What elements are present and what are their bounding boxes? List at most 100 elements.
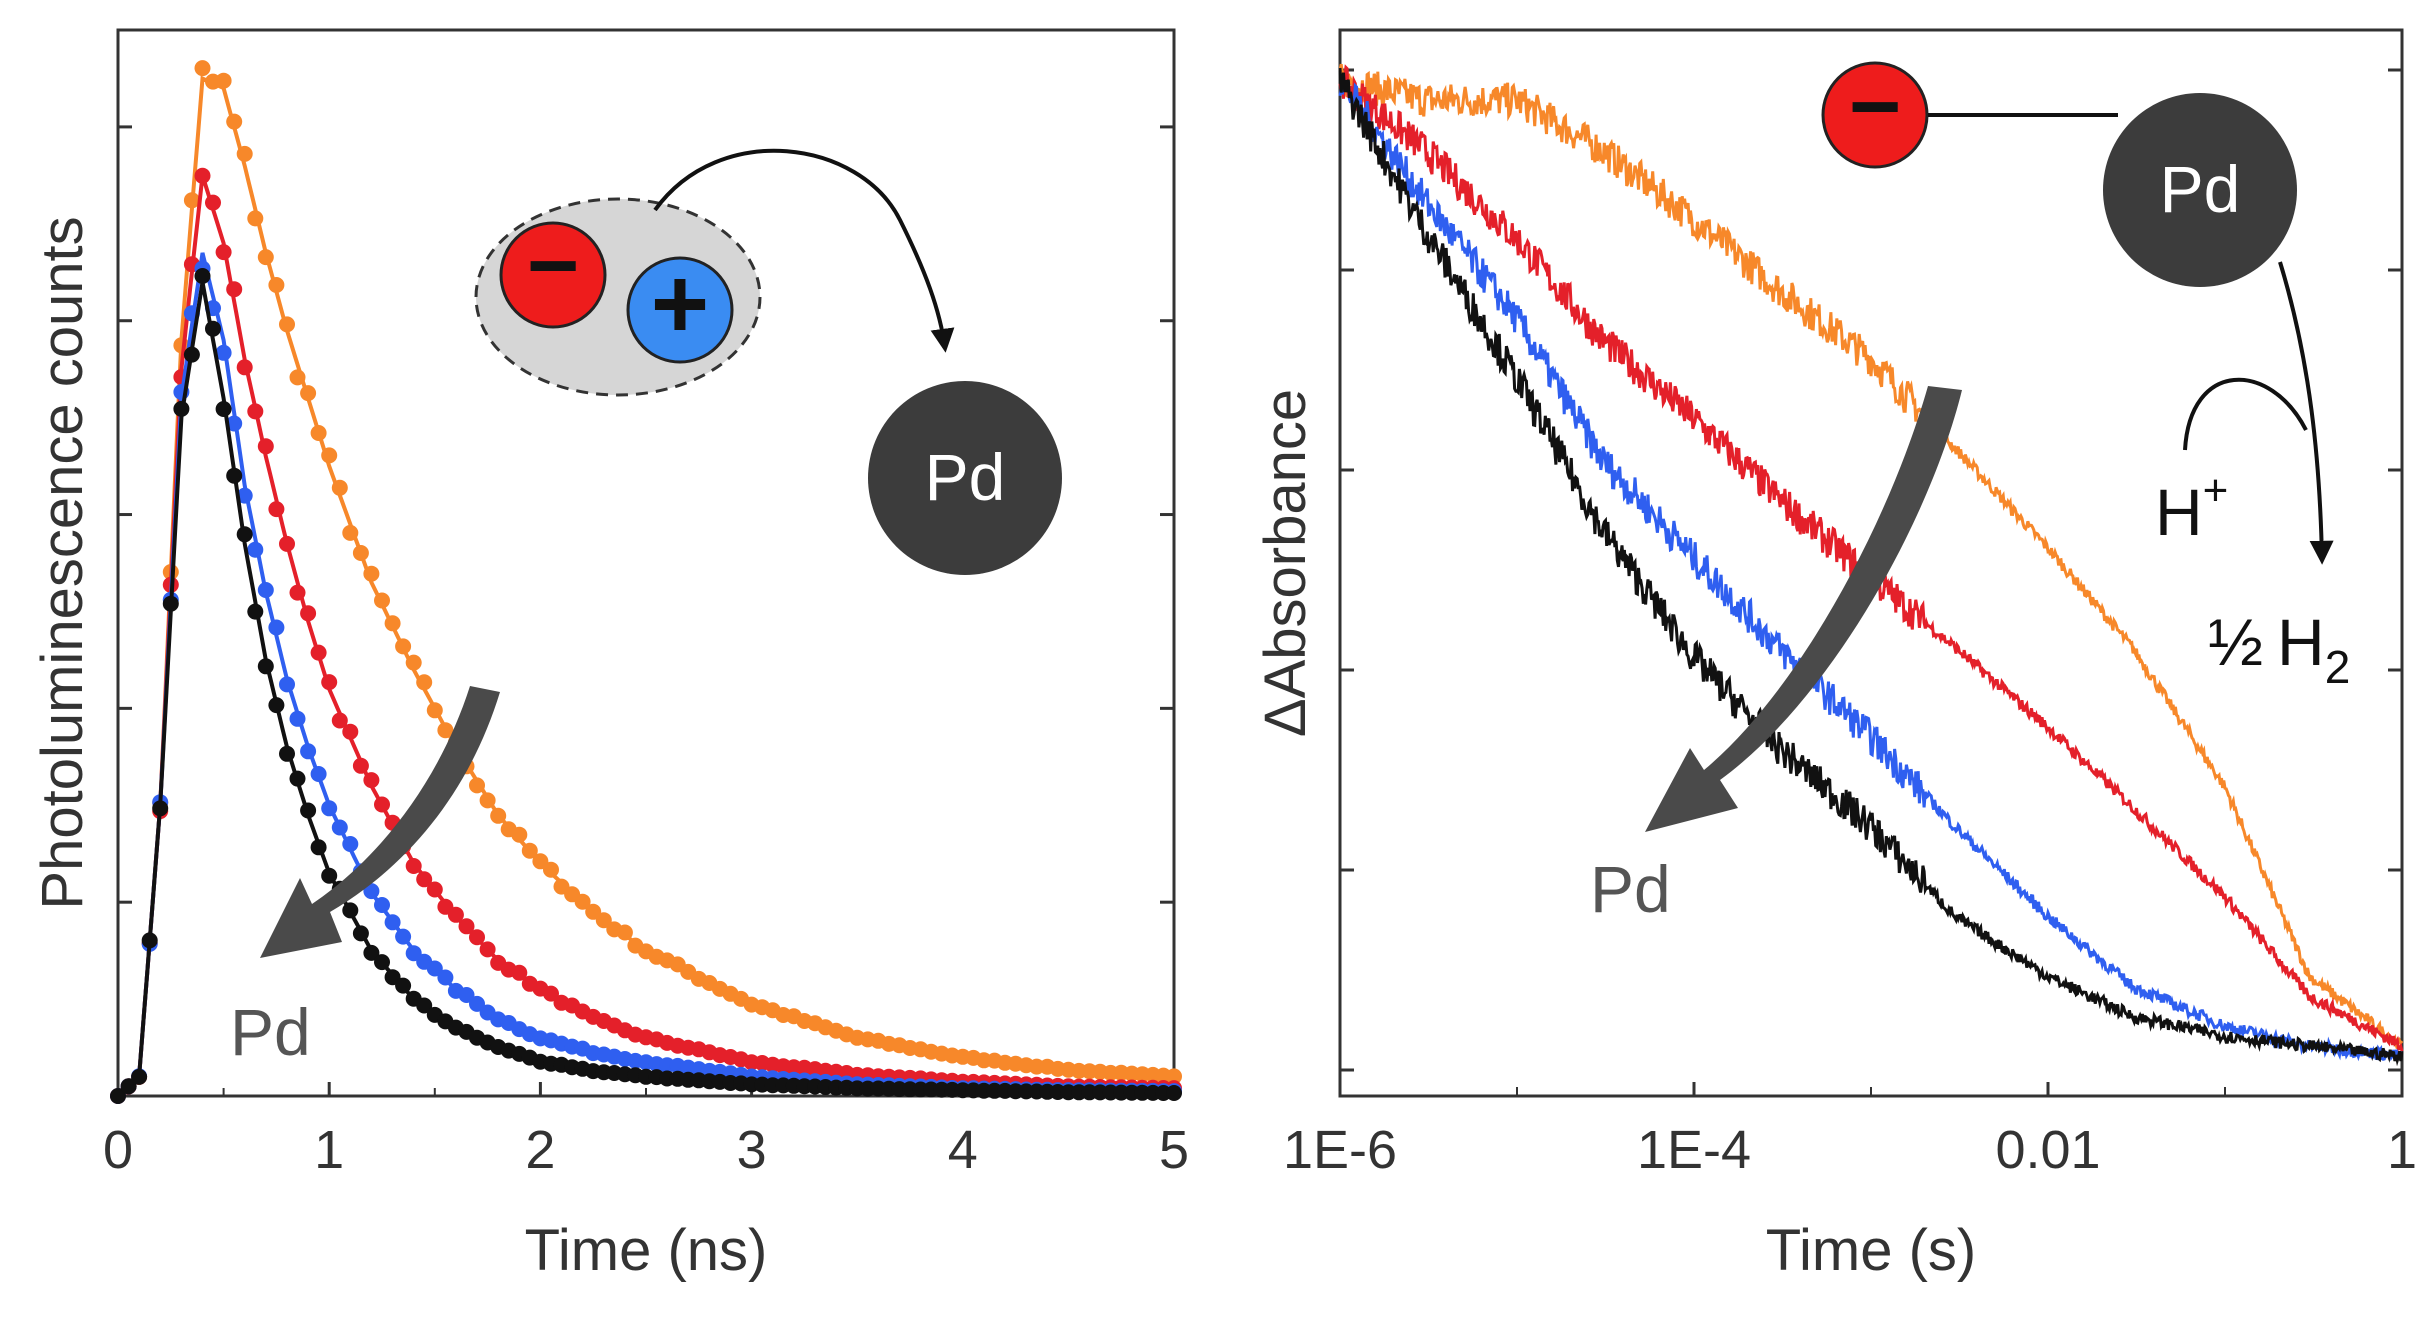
left-point-black bbox=[131, 1068, 148, 1085]
left-point-orange bbox=[469, 777, 485, 794]
left-point-orange bbox=[616, 924, 633, 941]
left-x-axis-label: Time (ns) bbox=[525, 1218, 768, 1283]
left-point-black bbox=[352, 925, 369, 942]
hole-icon bbox=[626, 256, 734, 364]
left-point-black bbox=[194, 268, 211, 284]
right-trace-blue bbox=[1338, 77, 2404, 1062]
left-point-orange bbox=[384, 615, 401, 632]
left-point-red bbox=[374, 796, 390, 813]
right-x-tick-label: 1E-6 bbox=[1283, 1120, 1397, 1180]
left-axis-ticks: 0 1 2 3 4 5 bbox=[103, 125, 1189, 1180]
left-point-red bbox=[405, 858, 422, 874]
left-x-tick-label: 1 bbox=[314, 1120, 344, 1180]
left-point-blue bbox=[257, 582, 274, 598]
right-panel: 1E-6 1E-4 0.01 1 Time (s) ΔAbsorbance Pd − … bbox=[1253, 28, 2417, 1283]
left-point-black bbox=[363, 944, 380, 961]
left-point-red bbox=[279, 535, 295, 552]
left-point-red bbox=[447, 906, 464, 923]
right-trace-orange bbox=[1338, 63, 2404, 1049]
left-point-blue bbox=[247, 541, 264, 558]
right-x-tick-label: 1E-4 bbox=[1637, 1120, 1751, 1180]
left-x-tick-label: 3 bbox=[737, 1120, 767, 1180]
left-point-blue bbox=[279, 676, 295, 693]
left-point-black bbox=[183, 346, 200, 363]
left-point-black bbox=[141, 932, 158, 949]
left-point-orange bbox=[257, 249, 274, 266]
left-point-black bbox=[205, 320, 221, 337]
left-point-black bbox=[110, 1088, 126, 1104]
left-pd-trend-arrow bbox=[260, 686, 500, 958]
left-x-tick-label: 4 bbox=[948, 1120, 978, 1180]
left-point-black bbox=[1166, 1085, 1182, 1101]
left-point-blue bbox=[321, 800, 338, 817]
left-point-black bbox=[268, 697, 285, 714]
proton-label: H+ bbox=[2155, 466, 2228, 549]
hydrogen-evolution-inset: − Pd H+ ½ H2 bbox=[1821, 57, 2350, 693]
electron-icon-right bbox=[1821, 61, 1929, 169]
left-point-black bbox=[395, 977, 412, 994]
left-point-black bbox=[342, 902, 359, 919]
left-point-blue bbox=[395, 928, 412, 945]
pd-sphere-right-label: Pd bbox=[2160, 152, 2241, 226]
pd-to-h2-arrow bbox=[2278, 261, 2334, 565]
electron-icon bbox=[499, 221, 607, 329]
left-point-orange bbox=[374, 592, 390, 609]
left-point-orange bbox=[279, 316, 295, 333]
proton-uptake-curve bbox=[2183, 377, 2308, 451]
left-point-orange bbox=[194, 60, 211, 77]
left-point-red bbox=[416, 871, 433, 888]
left-x-tick-label: 2 bbox=[525, 1120, 555, 1180]
left-series-group bbox=[110, 60, 1182, 1104]
left-point-orange bbox=[363, 565, 380, 582]
left-point-orange bbox=[511, 826, 528, 843]
left-point-orange bbox=[289, 369, 306, 386]
left-point-black bbox=[279, 745, 295, 762]
left-point-red bbox=[363, 772, 380, 789]
left-point-orange bbox=[236, 145, 253, 162]
left-point-red bbox=[268, 501, 285, 518]
left-pd-arrow-label: Pd bbox=[230, 995, 311, 1069]
left-point-orange bbox=[300, 385, 317, 402]
left-point-orange bbox=[490, 807, 507, 824]
left-point-orange bbox=[342, 524, 359, 541]
left-point-orange bbox=[437, 722, 454, 739]
left-point-orange bbox=[247, 210, 264, 227]
left-point-red bbox=[310, 644, 327, 661]
left-point-red bbox=[352, 757, 369, 774]
left-point-red bbox=[458, 918, 475, 935]
left-point-black bbox=[257, 658, 274, 675]
left-point-blue bbox=[268, 619, 285, 636]
left-point-black bbox=[152, 800, 169, 817]
left-point-orange bbox=[595, 912, 612, 929]
left-point-orange bbox=[321, 447, 338, 464]
left-point-red bbox=[194, 167, 211, 184]
pd-sphere-left bbox=[868, 381, 1062, 575]
left-point-red bbox=[257, 438, 274, 455]
left-series-black bbox=[110, 268, 1182, 1104]
left-point-red bbox=[321, 674, 338, 691]
left-point-orange bbox=[268, 277, 285, 293]
transfer-arrow bbox=[653, 148, 955, 353]
left-point-orange bbox=[543, 861, 559, 878]
left-point-blue bbox=[215, 344, 232, 361]
left-point-black bbox=[289, 770, 306, 787]
left-point-blue bbox=[374, 897, 390, 913]
left-point-black bbox=[120, 1078, 137, 1095]
right-x-tick-label: 0.01 bbox=[1995, 1120, 2100, 1180]
left-point-orange bbox=[574, 893, 591, 910]
left-point-black bbox=[310, 839, 327, 856]
left-point-blue bbox=[310, 766, 327, 782]
left-point-red bbox=[205, 194, 221, 211]
left-point-red bbox=[479, 941, 496, 958]
left-point-blue bbox=[363, 883, 380, 900]
left-point-red bbox=[511, 964, 528, 981]
left-x-tick-label: 5 bbox=[1159, 1120, 1189, 1180]
left-point-black bbox=[173, 400, 190, 417]
right-pd-trend-arrow bbox=[1645, 386, 1962, 832]
left-point-red bbox=[342, 723, 359, 740]
left-point-orange bbox=[426, 702, 443, 719]
left-point-black bbox=[226, 467, 243, 484]
left-point-red bbox=[236, 359, 253, 376]
left-point-orange bbox=[395, 638, 412, 655]
electron-symbol: − bbox=[527, 216, 580, 316]
